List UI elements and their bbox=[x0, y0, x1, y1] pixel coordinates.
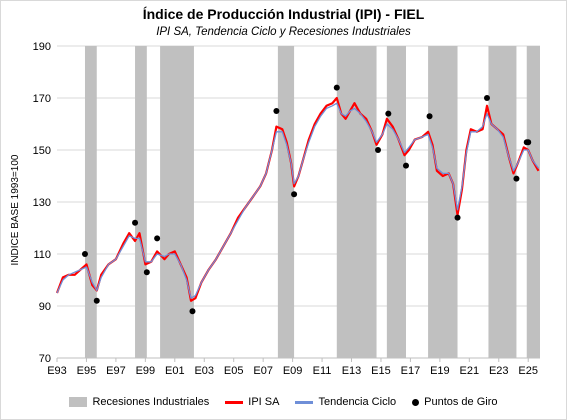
recession-band bbox=[386, 46, 406, 358]
turning-point bbox=[154, 235, 161, 242]
turning-point bbox=[81, 251, 88, 257]
x-tick-label: E01 bbox=[165, 365, 185, 377]
legend: Recesiones Industriales IPI SA Tendencia C… bbox=[0, 394, 567, 410]
series-line-tendencia-ciclo bbox=[56, 102, 540, 299]
x-tick-label: E17 bbox=[401, 365, 421, 377]
recession-band bbox=[84, 46, 97, 358]
y-tick-label: 70 bbox=[39, 353, 51, 365]
series-line-ipi-sa bbox=[55, 96, 540, 302]
turning-point bbox=[525, 139, 532, 146]
x-tick-label: E07 bbox=[253, 365, 273, 377]
turning-point bbox=[333, 84, 340, 91]
x-tick-label: E09 bbox=[283, 365, 303, 377]
legend-swatch bbox=[225, 400, 244, 404]
turning-point bbox=[375, 147, 382, 153]
x-tick-label: E11 bbox=[313, 365, 332, 377]
legend-swatch bbox=[295, 400, 314, 404]
y-tick-label: 110 bbox=[33, 249, 51, 261]
x-tick-label: E25 bbox=[518, 365, 538, 377]
turning-point bbox=[291, 191, 298, 198]
legend-item: Tendencia Ciclo bbox=[295, 396, 396, 408]
x-tick-label: E99 bbox=[136, 365, 156, 377]
recession-band bbox=[277, 46, 295, 358]
legend-label: Tendencia Ciclo bbox=[318, 396, 397, 408]
x-tick-label: E03 bbox=[194, 365, 214, 377]
axes: 70 90 110 130 150 170 190 E93 E95 E97 E99 E01 E03 E05… bbox=[33, 41, 540, 377]
turning-point bbox=[513, 175, 520, 182]
turning-point bbox=[273, 108, 280, 114]
turning-point bbox=[93, 297, 100, 304]
recession-band bbox=[160, 46, 194, 358]
legend-item: Recesiones Industriales bbox=[69, 396, 209, 408]
recession-band bbox=[488, 46, 517, 358]
turning-point bbox=[189, 308, 196, 315]
y-axis-label: INDICE BASE 1993=100 bbox=[10, 154, 21, 265]
chart-plot: 70 90 110 130 150 170 190 E93 E95 E97 E99 E01 E03 E05… bbox=[10, 41, 540, 377]
recession-band bbox=[428, 46, 458, 358]
chart-title: Índice de Producción Industrial (IPI) - … bbox=[142, 6, 425, 22]
legend-label: Recesiones Industriales bbox=[92, 396, 210, 408]
recession-band bbox=[135, 46, 147, 358]
x-tick-label: E21 bbox=[460, 365, 480, 377]
legend-swatch bbox=[69, 397, 88, 407]
legend-item: IPI SA bbox=[225, 396, 279, 408]
y-tick-label: 170 bbox=[33, 93, 51, 105]
x-tick-label: E15 bbox=[371, 365, 391, 377]
x-tick-label: E13 bbox=[342, 365, 362, 377]
turning-point bbox=[454, 214, 461, 221]
recession-band bbox=[526, 46, 540, 358]
y-tick-label: 190 bbox=[33, 41, 51, 53]
legend-item: Puntos de Giro bbox=[412, 396, 498, 408]
y-tick-label: 150 bbox=[33, 145, 51, 157]
y-tick-label: 130 bbox=[33, 197, 51, 209]
turning-point bbox=[483, 95, 490, 101]
x-tick-label: E23 bbox=[489, 365, 509, 377]
x-tick-label: E05 bbox=[224, 365, 244, 377]
turning-point bbox=[385, 110, 392, 117]
turning-points bbox=[81, 84, 532, 315]
series-lines bbox=[55, 96, 540, 302]
recession-band bbox=[336, 46, 377, 358]
legend-label: Puntos de Giro bbox=[424, 396, 498, 408]
turning-point bbox=[143, 269, 150, 276]
y-tick-label: 90 bbox=[39, 301, 51, 313]
legend-swatch bbox=[412, 398, 420, 406]
turning-point bbox=[132, 219, 139, 226]
recession-bands bbox=[84, 46, 540, 358]
legend-label: IPI SA bbox=[248, 396, 280, 408]
chart-subtitle: IPI SA, Tendencia Ciclo y Recesiones Ind… bbox=[156, 26, 411, 38]
x-tick-label: E93 bbox=[47, 365, 67, 377]
x-tick-label: E95 bbox=[77, 365, 97, 377]
x-tick-label: E19 bbox=[430, 365, 450, 377]
turning-point bbox=[402, 162, 409, 169]
x-tick-label: E97 bbox=[106, 365, 126, 377]
turning-point bbox=[426, 113, 433, 120]
gridlines bbox=[57, 45, 540, 359]
